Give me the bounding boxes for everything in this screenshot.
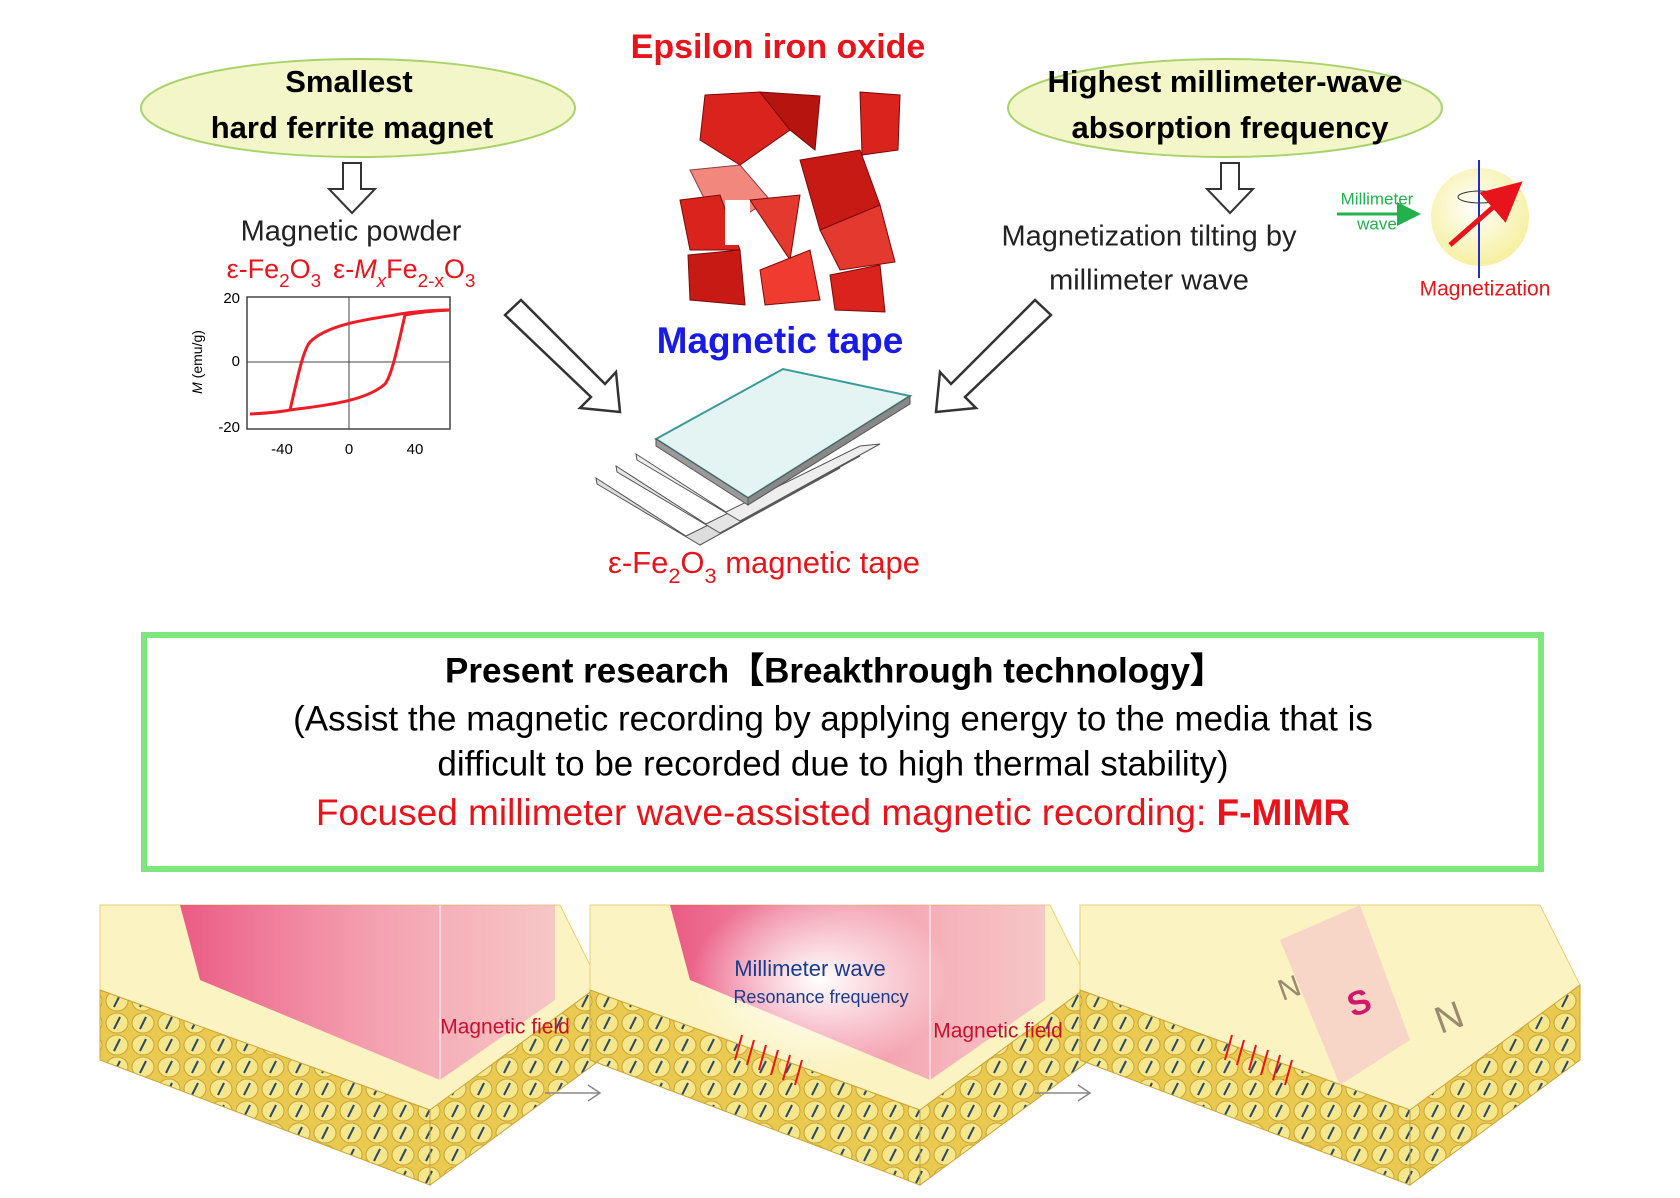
x-tick-label: 0 [345,441,353,458]
title: Epsilon iron oxide [631,28,926,66]
recorded-bit [1280,905,1410,1085]
recording-panel [589,890,1092,1186]
tilted-spin [794,1059,803,1086]
tilted-spin [1284,1059,1293,1086]
research-description: difficult to be recorded due to high the… [437,744,1228,783]
recording-panel [1079,904,1581,1186]
panels [99,890,1581,1186]
research-description: (Assist the magnetic recording by applyi… [293,699,1373,738]
inset-label: Magnetization [1420,278,1551,301]
tape-caption: ε-Fe2O3 magnetic tape [608,545,920,588]
diagonal-arrow [503,298,622,414]
curve [289,308,451,412]
down-arrow [1204,162,1256,215]
hysteresis-plot: 20 0 -20 -40 0 40 M (emu/g) [189,290,451,458]
step-arrow [545,1084,602,1102]
inset-label: Millimeter [1341,189,1414,208]
bubble-text: hard ferrite magnet [211,110,494,145]
panel-label: Resonance frequency [733,987,908,1007]
research-box [141,632,1544,872]
tilted-spin [770,1049,779,1076]
tilted-spin [1260,1049,1269,1076]
bubble-text: Smallest [285,64,413,99]
wave-glow [690,890,950,1070]
tilted-spin [734,1034,743,1061]
tilted-spin [1272,1054,1281,1081]
bubble [140,58,576,158]
tilted-spin [1236,1039,1245,1066]
crystal-structure [679,91,901,313]
bubble-text: Highest millimeter-wave [1048,64,1403,99]
inset-label: wave [1356,214,1397,233]
bubble [1007,58,1443,158]
label: Magnetization tilting by [1002,221,1297,253]
tilted-spin [746,1039,755,1066]
research-title: Present research【Breakthrough technology… [445,651,1225,690]
panel-label: Magnetic field [440,1016,570,1039]
tilted-spin [1224,1034,1233,1061]
tilted-spin [1248,1044,1257,1071]
y-axis-label: M (emu/g) [189,330,205,394]
label: Magnetic powder [241,216,462,248]
field-beam [180,905,555,1080]
y-tick-label: 20 [223,290,240,307]
x-tick-label: 40 [407,441,424,458]
down-arrow [326,162,378,215]
magnetization-inset: Millimeter wave Magnetization [1337,160,1550,301]
x-tick-label: -40 [271,441,293,458]
panel-label: Magnetic field [933,1020,1063,1043]
tape [595,367,913,546]
step-arrow [1035,1084,1092,1102]
magnetization-arrow [1448,181,1523,247]
label: millimeter wave [1049,265,1249,297]
tilted-spin [782,1054,791,1081]
tilted-spin [758,1044,767,1071]
subtitle: Magnetic tape [657,320,904,361]
bubble-text: absorption frequency [1072,110,1390,145]
slab-side [1409,984,1581,1186]
y-tick-label: 0 [232,353,240,370]
recording-panel [99,904,602,1186]
y-tick-label: -20 [218,419,240,436]
formula: ε-Fe2O3 ε-MxFe2-xO3 [227,254,476,291]
diagonal-arrow [934,298,1053,414]
panel-label: Millimeter wave [734,956,886,981]
research-method: Focused millimeter wave-assisted magneti… [316,792,1350,833]
